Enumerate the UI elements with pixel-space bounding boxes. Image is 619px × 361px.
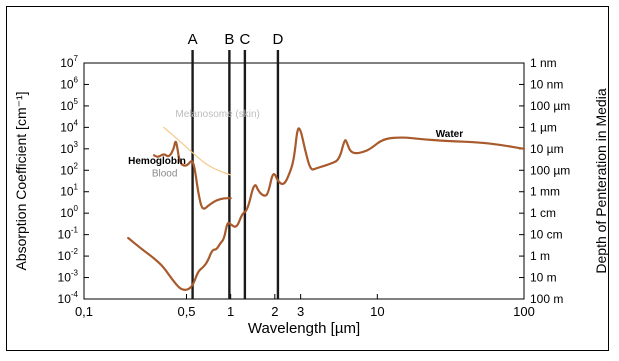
- annotation-water: Water: [436, 129, 464, 140]
- y-tick-label-left: 106: [60, 75, 78, 91]
- marker-label-b: B: [224, 31, 234, 48]
- y-tick-label-left: 103: [60, 140, 78, 156]
- y-tick-label-left: 10-3: [58, 269, 79, 285]
- y-tick-label-left: 107: [60, 54, 78, 70]
- annotation-melanosome-skin: Melanosome (skin): [175, 109, 259, 120]
- ticks-layer: 10710610510410310210110010-110-210-310-4…: [58, 54, 571, 319]
- y-tick-label-left: 105: [60, 97, 78, 113]
- y-tick-label-right: 10 nm: [530, 77, 563, 91]
- annotation-blood: Blood: [152, 169, 178, 180]
- y-tick-label-right: 100 µm: [530, 163, 570, 177]
- marker-label-c: C: [239, 31, 250, 48]
- y-tick-label-right: 10 µm: [530, 142, 564, 156]
- x-tick-label: 2: [271, 304, 278, 319]
- y-tick-label-left: 10-2: [58, 247, 79, 263]
- y-tick-label-left: 101: [60, 183, 78, 199]
- y-tick-label-right: 100 µm: [530, 99, 570, 113]
- x-tick-label: 3: [297, 304, 304, 319]
- x-tick-label: 100: [513, 304, 535, 319]
- x-tick-label: 0,1: [75, 304, 93, 319]
- series-layer: [127, 126, 526, 291]
- y-tick-label-right: 1 nm: [530, 56, 557, 70]
- y-tick-label-right: 100 m: [530, 292, 563, 306]
- y-tick-label-right: 10 m: [530, 271, 557, 285]
- y-tick-label-left: 104: [60, 118, 78, 134]
- annotation-hemoglobin: Hemoglobin: [128, 156, 186, 167]
- y-tick-label-right: 1 cm: [530, 206, 556, 220]
- y-tick-label-left: 10-1: [58, 226, 79, 242]
- y-tick-label-left: 10-4: [58, 290, 79, 306]
- y-tick-label-left: 100: [60, 204, 78, 220]
- annotation-layer: Melanosome (skin) Blood Hemoglobin Water: [128, 109, 463, 180]
- y-tick-label-right: 1 µm: [530, 120, 557, 134]
- series-melanosome-skin-line: [163, 126, 232, 176]
- y-tick-label-right: 1 mm: [530, 185, 560, 199]
- y-axis-label-right: Depth of Penteration in Media: [593, 88, 609, 273]
- marker-label-a: A: [188, 31, 198, 48]
- x-tick-label: 10: [370, 304, 384, 319]
- x-axis-label: Wavelength [µm]: [248, 320, 360, 337]
- plot-area: [83, 62, 525, 300]
- y-axis-label-left: Absorption Coefficient [cm⁻¹]: [13, 91, 29, 270]
- series-hemoglobin-line: [152, 140, 232, 210]
- y-tick-label-right: 1 m: [530, 249, 550, 263]
- marker-label-d: D: [273, 31, 284, 48]
- y-tick-label-left: 102: [60, 161, 78, 177]
- series-water-line: [127, 127, 526, 291]
- y-tick-label-right: 10 cm: [530, 228, 563, 242]
- x-tick-label: 1: [227, 304, 234, 319]
- x-tick-label: 0,5: [177, 304, 195, 319]
